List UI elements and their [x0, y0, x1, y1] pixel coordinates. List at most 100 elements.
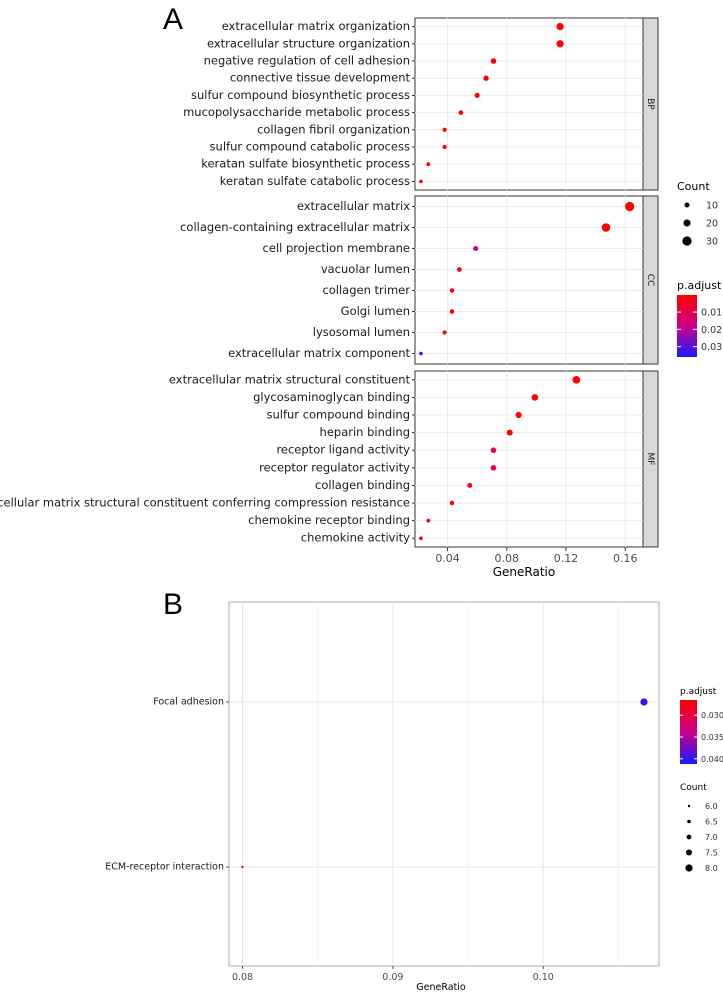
colorbar-label: 0.030 [701, 711, 723, 720]
count-legend-dot [686, 849, 692, 856]
term-label: connective tissue development [230, 71, 411, 85]
term-label: negative regulation of cell adhesion [204, 54, 410, 68]
count-legend-label: 10 [706, 201, 718, 212]
x-tick-label: 0.04 [435, 552, 460, 565]
colorbar-label: 0.01 [701, 308, 722, 319]
data-point [449, 288, 455, 293]
term-label: chemokine activity [301, 531, 410, 545]
count-legend-dot [687, 819, 691, 824]
term-label: cell projection membrane [263, 241, 410, 255]
term-label: heparin binding [320, 425, 410, 439]
term-label: chemokine receptor binding [248, 513, 410, 527]
term-label: mucopolysaccharide metabolic process [183, 105, 410, 119]
data-point [483, 75, 489, 81]
x-tick-label: 0.12 [554, 552, 579, 565]
x-tick-label: 0.09 [382, 972, 403, 983]
count-legend-label: 7.5 [705, 849, 718, 858]
term-label: sulfur compound catabolic process [210, 140, 410, 154]
panel-b-padjust-legend: p.adjust 0.030 0.035 0.040 [680, 687, 723, 764]
term-label: extracellular structure organization [207, 36, 410, 50]
term-label: ECM-receptor interaction [105, 862, 224, 873]
facet-strip-label: MF [645, 453, 655, 466]
data-point [419, 536, 423, 540]
count-legend-dot [686, 834, 692, 840]
data-point [572, 375, 581, 384]
data-point [556, 22, 564, 31]
count-legend-dot [682, 236, 692, 246]
data-point [531, 394, 539, 401]
data-point [458, 110, 464, 115]
panel-a-count-legend: Count 10 20 30 [677, 180, 718, 248]
term-label: collagen-containing extracellular matrix [180, 220, 410, 234]
x-tick-label: 0.08 [495, 552, 520, 565]
facet-panel-mf [414, 370, 644, 548]
data-point [467, 482, 473, 488]
term-label: receptor regulator activity [259, 460, 410, 474]
term-label: keratan sulfate catabolic process [220, 174, 410, 188]
count-legend-label: 30 [706, 237, 718, 248]
facet-strip-label: BP [645, 98, 655, 110]
count-legend-dot [685, 864, 693, 872]
data-point [473, 245, 479, 252]
x-tick-label: 0.16 [613, 552, 638, 565]
x-tick-label: 0.08 [232, 972, 253, 983]
facet-panel-cc [414, 195, 644, 365]
term-label: extracellular matrix structural constitu… [169, 372, 411, 386]
count-legend-dot [683, 219, 691, 227]
count-legend-dot [687, 804, 691, 808]
data-point [490, 465, 497, 471]
term-label: Golgi lumen [341, 304, 410, 318]
data-point [556, 40, 564, 48]
data-point [241, 865, 244, 869]
term-label: Focal adhesion [153, 697, 224, 708]
data-point [490, 447, 497, 453]
colorbar-label: 0.03 [701, 342, 722, 353]
facet-strip-mf [642, 370, 659, 548]
count-legend-label: 6.0 [705, 802, 718, 811]
panel-letter-a: A [163, 3, 183, 36]
x-tick-label: 0.10 [533, 972, 554, 983]
data-point [419, 179, 423, 184]
data-point [449, 309, 455, 314]
term-label: lysosomal lumen [313, 325, 410, 339]
data-point [426, 518, 431, 523]
data-point [640, 698, 648, 706]
panel-b-count-legend: Count 6.0 6.5 7.0 7.5 8.0 [680, 783, 718, 873]
panel-b-plot-area [228, 601, 660, 967]
panel-a-x-axis-title: GeneRatio [493, 565, 555, 579]
colorbar-label: 0.035 [701, 733, 723, 742]
term-label: glycosaminoglycan binding [253, 390, 410, 404]
colorbar-label: 0.040 [701, 755, 723, 764]
count-legend-label: 7.0 [705, 833, 718, 842]
count-legend-label: 8.0 [705, 864, 718, 873]
data-point [442, 330, 447, 335]
term-label: keratan sulfate biosynthetic process [201, 157, 410, 171]
data-point [474, 92, 480, 98]
term-label: vacuolar lumen [321, 262, 410, 276]
data-point [442, 127, 447, 132]
data-point [490, 58, 497, 64]
term-label: extracellular matrix [297, 199, 410, 213]
facet-strip-label: CC [645, 274, 655, 287]
panel-b-padjust-legend-title: p.adjust [680, 687, 717, 697]
term-label: sulfur compound binding [267, 408, 411, 422]
data-point [601, 223, 611, 232]
data-point [449, 500, 455, 506]
term-label: extracellular matrix component [228, 346, 410, 360]
facet-strip-cc [642, 195, 659, 365]
colorbar-label: 0.02 [701, 325, 722, 336]
term-label: extracellular matrix structural constitu… [0, 496, 410, 510]
data-point [442, 144, 447, 150]
panel-a-padjust-legend: p.adjust 0.01 0.02 0.03 [677, 279, 722, 357]
count-legend-title: Count [677, 180, 710, 193]
term-label: collagen fibril organization [257, 122, 410, 136]
panel-b-plot: 0.08 0.09 0.10 Focal adhesion ECM-receptor i… [105, 601, 660, 983]
count-legend-label: 6.5 [705, 818, 718, 827]
padjust-legend-title: p.adjust [677, 279, 722, 292]
count-legend-dot [684, 202, 690, 208]
panel-a-plot: BP extracellular matrix organization extra… [0, 17, 659, 565]
data-point [457, 267, 462, 272]
padjust-colorbar [677, 295, 697, 357]
facet-panel-bp [414, 17, 644, 191]
